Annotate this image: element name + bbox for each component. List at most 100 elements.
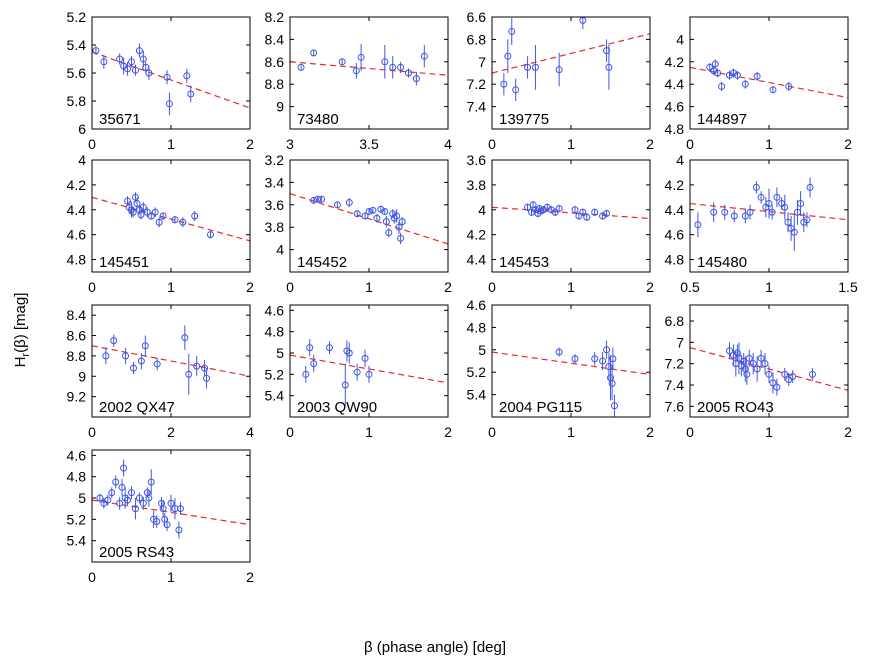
x-tick-label: 1 xyxy=(765,136,773,152)
panel-plot-area xyxy=(690,59,848,99)
y-tick-label: 4.8 xyxy=(67,469,87,485)
panel-plot-area xyxy=(290,339,448,407)
data-point xyxy=(583,213,591,221)
data-point xyxy=(741,80,749,88)
data-point xyxy=(353,368,361,376)
y-tick-label: 4.8 xyxy=(265,324,285,340)
x-tick-label: 0 xyxy=(88,279,96,295)
y-tick-label: 4 xyxy=(676,152,684,168)
x-tick-label: 2 xyxy=(646,424,654,440)
data-point xyxy=(571,206,579,214)
data-point xyxy=(555,205,563,213)
panel-label: 2005 RO43 xyxy=(697,399,774,416)
data-point xyxy=(773,383,781,391)
data-point xyxy=(343,347,351,355)
panel-plot-area xyxy=(290,43,448,86)
panel: 0 1 2 4.6 4.8 5 5.2 5.4 2004 PG115 xyxy=(467,297,655,440)
x-tick-label: 0 xyxy=(488,279,496,295)
data-point xyxy=(139,499,147,507)
data-point xyxy=(318,195,326,203)
data-point xyxy=(326,344,333,352)
panel-plot-area xyxy=(492,201,650,221)
panel-label: 35671 xyxy=(99,111,141,128)
y-tick-label: 3.6 xyxy=(467,152,487,168)
fit-line xyxy=(492,351,650,376)
data-point xyxy=(179,218,187,226)
data-point xyxy=(381,208,389,216)
data-point xyxy=(718,82,726,90)
data-point xyxy=(135,47,143,55)
data-point xyxy=(412,75,420,83)
y-tick-label: 4 xyxy=(676,31,684,47)
x-tick-label: 1.5 xyxy=(838,279,858,295)
data-point xyxy=(159,212,167,220)
panel-frame xyxy=(491,304,651,418)
data-point xyxy=(398,218,406,226)
panel: 0 1 2 4.6 4.8 5 5.2 5.4 2005 RS43 xyxy=(67,447,255,585)
data-point xyxy=(137,211,145,219)
y-tick-label: 7.2 xyxy=(467,76,487,92)
data-point xyxy=(147,478,155,486)
y-tick-label: 4.2 xyxy=(467,227,487,243)
x-tick-label: 0.5 xyxy=(680,279,700,295)
fit-line xyxy=(92,499,250,526)
data-point xyxy=(341,381,349,389)
data-point xyxy=(789,372,797,380)
panel-label: 2002 QX47 xyxy=(99,399,175,416)
data-point xyxy=(761,360,769,368)
y-tick-label: 5 xyxy=(276,345,284,361)
y-tick-label: 7 xyxy=(676,334,684,350)
y-tick-label: 8.6 xyxy=(265,54,285,70)
y-tick-label: 4.6 xyxy=(67,447,87,463)
panel-label: 145451 xyxy=(99,254,149,271)
y-tick-label: 9.2 xyxy=(67,389,87,405)
panel-frame xyxy=(289,159,449,273)
x-tick-label: 1 xyxy=(167,279,175,295)
panel-frame xyxy=(91,304,251,418)
panel: 0 1 2 4 4.2 4.4 4.6 4.8 144897 xyxy=(665,16,852,152)
panel-label: 73480 xyxy=(297,111,339,128)
x-tick-label: 0 xyxy=(286,279,294,295)
data-point xyxy=(555,66,563,74)
data-point xyxy=(112,478,120,486)
data-point xyxy=(352,67,360,75)
data-point xyxy=(135,494,143,502)
y-tick-label: 7.6 xyxy=(665,398,685,414)
panel-frame xyxy=(689,159,849,273)
y-tick-label: 4.8 xyxy=(467,319,487,335)
fit-line xyxy=(290,61,448,76)
panel-plot-area xyxy=(92,192,250,242)
data-point xyxy=(749,360,757,368)
data-point xyxy=(159,505,167,513)
y-tick-label: 7.2 xyxy=(665,356,685,372)
data-point xyxy=(96,494,104,502)
x-tick-label: 2 xyxy=(646,279,654,295)
x-axis-title: β (phase angle) [deg] xyxy=(364,639,506,656)
data-point xyxy=(163,73,171,81)
data-point xyxy=(757,193,765,201)
panel-frame xyxy=(91,449,251,563)
y-tick-label: 4.2 xyxy=(665,177,685,193)
panel: 0 1 2 3.6 3.8 4 4.2 4.4 145453 xyxy=(467,152,655,295)
y-tick-label: 6.6 xyxy=(467,9,487,25)
data-point xyxy=(193,362,201,370)
y-tick-label: 4 xyxy=(276,242,284,258)
y-tick-label: 4.8 xyxy=(665,252,685,268)
x-tick-label: 2 xyxy=(844,424,852,440)
data-point xyxy=(92,47,100,55)
y-tick-label: 8.8 xyxy=(265,76,285,92)
panel-label: 145453 xyxy=(499,254,549,271)
data-point xyxy=(382,218,390,226)
x-tick-label: 2 xyxy=(844,136,852,152)
panel-frame xyxy=(91,16,251,130)
y-tick-label: 4.4 xyxy=(67,202,87,218)
panel-label: 145452 xyxy=(297,254,347,271)
data-point xyxy=(711,60,719,68)
data-point xyxy=(757,354,765,362)
data-point xyxy=(357,53,365,61)
data-point xyxy=(124,496,132,504)
data-point xyxy=(201,364,209,372)
data-point xyxy=(141,342,149,350)
data-point xyxy=(733,71,741,79)
x-tick-label: 4 xyxy=(246,424,254,440)
